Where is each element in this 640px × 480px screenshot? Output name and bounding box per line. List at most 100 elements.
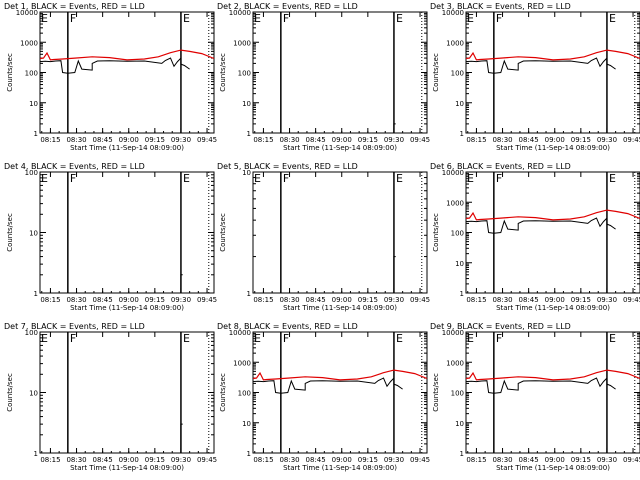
x-tick-label: 09:15 bbox=[145, 296, 165, 304]
y-tick-label: 100 bbox=[451, 70, 464, 78]
marker-label-e: E bbox=[609, 12, 616, 25]
y-tick-label: 10000 bbox=[16, 9, 38, 17]
y-axis-label: Counts/sec bbox=[432, 213, 440, 252]
y-tick-label: 1 bbox=[460, 450, 464, 458]
series-events bbox=[465, 56, 616, 74]
series-lld bbox=[465, 49, 640, 61]
x-tick-label: 09:00 bbox=[119, 456, 139, 464]
x-tick-label: 08:30 bbox=[492, 136, 512, 144]
x-axis-label: Start Time (11-Sep-14 08:09:00) bbox=[496, 304, 610, 312]
x-axis-label: Start Time (11-Sep-14 08:09:00) bbox=[283, 304, 397, 312]
y-tick-label: 10000 bbox=[229, 329, 251, 337]
y-tick-label: 10 bbox=[455, 420, 464, 428]
y-axis-label: Counts/sec bbox=[219, 213, 227, 252]
x-tick-label: 09:15 bbox=[145, 456, 165, 464]
y-tick-label: 10 bbox=[455, 100, 464, 108]
y-tick-label: 1000 bbox=[233, 359, 251, 367]
y-tick-label: 100 bbox=[25, 329, 38, 337]
y-tick-label: 1 bbox=[34, 450, 38, 458]
x-tick-label: 08:45 bbox=[93, 456, 113, 464]
marker-label-f: F bbox=[496, 332, 502, 345]
panel-det-2: Det 2, BLACK = Events, RED = LLD 1 10 100 10… bbox=[217, 2, 430, 152]
x-tick-label: 08:30 bbox=[279, 296, 299, 304]
y-tick-label: 10 bbox=[455, 260, 464, 268]
x-tick-label: 09:30 bbox=[171, 136, 191, 144]
y-axis-label: Counts/sec bbox=[6, 213, 14, 252]
marker-label-start: E bbox=[467, 332, 474, 345]
x-tick-label: 08:45 bbox=[519, 456, 539, 464]
x-tick-label: 09:15 bbox=[571, 456, 591, 464]
y-tick-label: 10000 bbox=[229, 9, 251, 17]
x-tick-label: 09:15 bbox=[358, 456, 378, 464]
marker-label-e: E bbox=[183, 12, 190, 25]
series-events bbox=[393, 256, 396, 293]
x-tick-label: 09:30 bbox=[384, 296, 404, 304]
marker-label-f: F bbox=[70, 172, 76, 185]
series-events bbox=[465, 216, 616, 234]
y-axis-label: Counts/sec bbox=[6, 53, 14, 92]
x-tick-label: 08:30 bbox=[279, 456, 299, 464]
marker-label-f: F bbox=[496, 12, 502, 25]
x-tick-label: 08:30 bbox=[66, 136, 86, 144]
marker-label-e: E bbox=[609, 332, 616, 345]
y-tick-label: 1 bbox=[460, 290, 464, 298]
x-tick-label: 09:30 bbox=[171, 296, 191, 304]
x-tick-label: 09:45 bbox=[623, 136, 640, 144]
marker-label-start: E bbox=[41, 12, 48, 25]
x-axis-label: Start Time (11-Sep-14 08:09:00) bbox=[70, 144, 184, 152]
panel-title: Det 4, BLACK = Events, RED = LLD bbox=[4, 162, 145, 171]
y-axis-label: Counts/sec bbox=[432, 53, 440, 92]
x-tick-label: 09:00 bbox=[332, 136, 352, 144]
y-tick-label: 10000 bbox=[442, 9, 464, 17]
panel-det-9: Det 9, BLACK = Events, RED = LLD 1 10 100 10… bbox=[430, 322, 640, 472]
series-events bbox=[39, 56, 190, 74]
x-axis-label: Start Time (11-Sep-14 08:09:00) bbox=[283, 144, 397, 152]
x-tick-label: 08:45 bbox=[306, 296, 326, 304]
y-axis-label: Counts/sec bbox=[432, 373, 440, 412]
y-tick-label: 100 bbox=[451, 390, 464, 398]
x-tick-label: 09:30 bbox=[384, 456, 404, 464]
y-tick-label: 10000 bbox=[442, 329, 464, 337]
y-tick-label: 100 bbox=[25, 169, 38, 177]
panel-title: Det 1, BLACK = Events, RED = LLD bbox=[4, 2, 145, 11]
panel-title: Det 9, BLACK = Events, RED = LLD bbox=[430, 322, 571, 331]
series-events bbox=[252, 376, 403, 394]
x-tick-label: 09:00 bbox=[545, 136, 565, 144]
y-tick-label: 100 bbox=[238, 70, 251, 78]
panel-title: Det 3, BLACK = Events, RED = LLD bbox=[430, 2, 571, 11]
series-events bbox=[393, 123, 396, 133]
x-tick-label: 08:30 bbox=[279, 136, 299, 144]
marker-label-f: F bbox=[70, 12, 76, 25]
plot-frame bbox=[252, 11, 428, 134]
x-axis-label: Start Time (11-Sep-14 08:09:00) bbox=[70, 304, 184, 312]
x-tick-label: 09:45 bbox=[410, 136, 430, 144]
y-tick-label: 1 bbox=[34, 290, 38, 298]
series-lld bbox=[39, 49, 215, 61]
y-tick-label: 100 bbox=[238, 390, 251, 398]
marker-label-start: E bbox=[254, 12, 261, 25]
x-tick-label: 09:45 bbox=[197, 296, 217, 304]
x-tick-label: 08:30 bbox=[492, 296, 512, 304]
x-tick-label: 08:30 bbox=[66, 456, 86, 464]
x-tick-label: 09:30 bbox=[597, 456, 617, 464]
x-tick-label: 09:00 bbox=[119, 136, 139, 144]
y-tick-label: 1 bbox=[247, 450, 251, 458]
marker-label-start: E bbox=[254, 172, 261, 185]
x-tick-label: 09:30 bbox=[384, 136, 404, 144]
x-tick-label: 09:00 bbox=[119, 296, 139, 304]
series-lld bbox=[465, 369, 640, 381]
marker-label-f: F bbox=[70, 332, 76, 345]
x-tick-label: 09:45 bbox=[623, 456, 640, 464]
x-axis-label: Start Time (11-Sep-14 08:09:00) bbox=[496, 464, 610, 472]
marker-label-e: E bbox=[183, 172, 190, 185]
y-tick-label: 1 bbox=[460, 130, 464, 138]
panel-det-7: Det 7, BLACK = Events, RED = LLD 1 10 100 08… bbox=[4, 322, 217, 472]
x-tick-label: 09:30 bbox=[597, 136, 617, 144]
panel-det-4: Det 4, BLACK = Events, RED = LLD 1 10 100 08… bbox=[4, 162, 217, 312]
panel-det-6: Det 6, BLACK = Events, RED = LLD 1 10 100 10… bbox=[430, 162, 640, 312]
panel-title: Det 8, BLACK = Events, RED = LLD bbox=[217, 322, 358, 331]
plot-frame bbox=[39, 331, 215, 454]
plot-frame bbox=[39, 171, 215, 294]
y-tick-label: 1000 bbox=[446, 199, 464, 207]
